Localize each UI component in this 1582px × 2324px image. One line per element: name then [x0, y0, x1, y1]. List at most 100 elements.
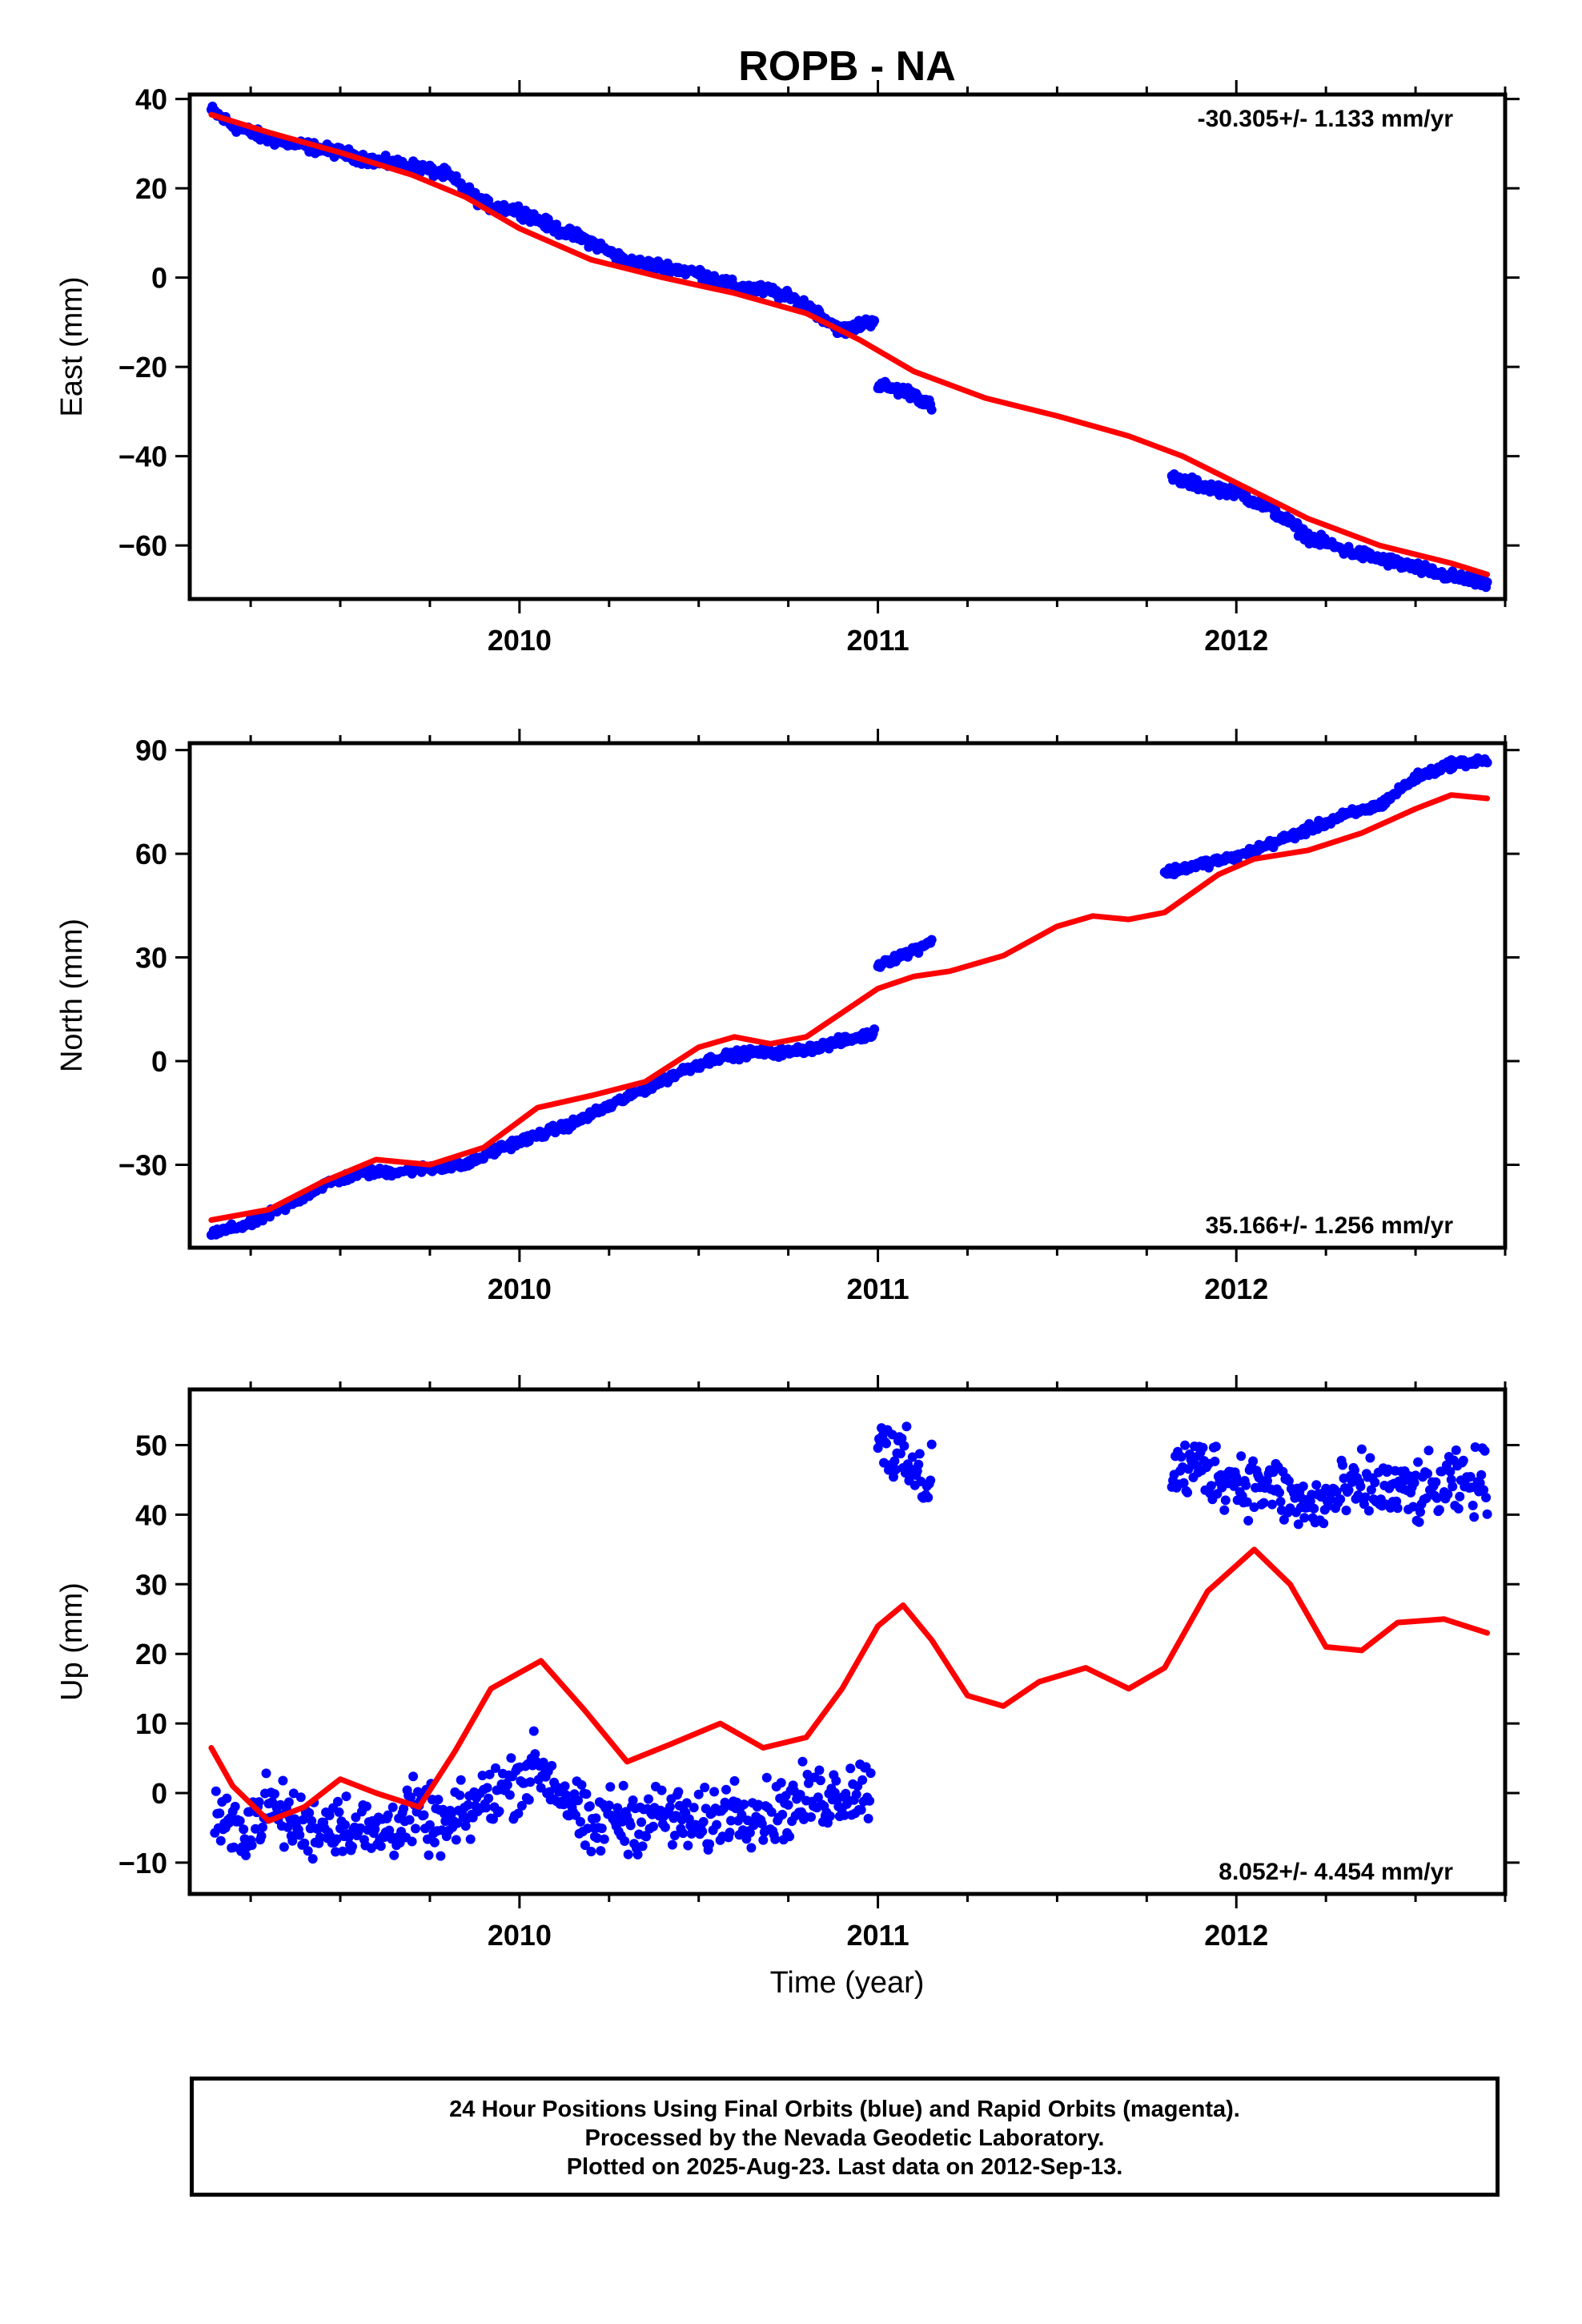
data-point — [766, 1807, 777, 1817]
data-point — [698, 1816, 709, 1827]
y-tick-label: −40 — [118, 440, 167, 473]
data-point — [726, 1815, 736, 1826]
data-point — [1480, 1445, 1490, 1456]
data-point — [683, 1840, 693, 1851]
data-point — [436, 1851, 446, 1861]
y-tick-label: −60 — [118, 529, 167, 562]
y-tick-label: 30 — [135, 942, 167, 975]
data-point — [343, 1832, 354, 1843]
data-point — [1343, 1485, 1354, 1495]
data-point — [261, 1768, 271, 1779]
data-point — [528, 1726, 539, 1736]
data-point — [256, 1831, 267, 1841]
model-fit-line — [208, 111, 1491, 577]
data-point — [576, 1779, 587, 1790]
data-point — [1482, 758, 1492, 768]
x-tick-label: 2012 — [1204, 1919, 1268, 1952]
data-point — [477, 1771, 488, 1781]
data-point — [1451, 1445, 1461, 1455]
data-point — [481, 1803, 492, 1813]
data-point — [1479, 1485, 1489, 1495]
data-point — [288, 1788, 299, 1799]
data-point — [407, 1836, 417, 1847]
data-point — [455, 1790, 465, 1800]
data-point — [241, 1850, 251, 1860]
data-point — [1182, 1487, 1193, 1498]
data-point — [347, 1841, 357, 1852]
data-point — [1409, 1478, 1419, 1488]
data-point — [331, 1847, 341, 1857]
data-point — [689, 1803, 699, 1813]
data-point — [516, 1800, 527, 1811]
data-point — [814, 1765, 825, 1775]
y-tick-label: −10 — [118, 1847, 167, 1880]
data-point — [287, 1835, 298, 1846]
data-point — [222, 1793, 232, 1803]
data-point — [923, 1493, 934, 1502]
data-point — [484, 1793, 494, 1803]
x-tick-label: 2012 — [1204, 624, 1268, 657]
y-tick-label: −30 — [118, 1148, 167, 1181]
data-point — [1338, 1460, 1347, 1470]
data-point — [678, 1828, 689, 1839]
y-axis-label: North (mm) — [55, 919, 89, 1072]
data-point — [1241, 1480, 1251, 1490]
data-point — [673, 1787, 684, 1797]
data-point — [270, 1789, 279, 1799]
data-point — [863, 1813, 873, 1823]
data-point — [278, 1775, 288, 1786]
data-point — [1415, 1507, 1425, 1517]
data-point — [669, 1831, 680, 1840]
data-point — [604, 1800, 614, 1811]
data-point — [1309, 1503, 1319, 1514]
data-point — [576, 1816, 585, 1827]
data-point — [465, 1834, 476, 1844]
data-point — [389, 1850, 400, 1860]
data-point — [451, 1835, 461, 1845]
data-point — [235, 1815, 245, 1826]
y-tick-label: 40 — [135, 83, 167, 116]
data-point — [429, 1837, 440, 1848]
data-point — [1481, 1493, 1492, 1502]
data-point — [419, 1810, 429, 1820]
data-point — [375, 1841, 386, 1852]
data-point — [825, 1811, 835, 1821]
data-point — [491, 1763, 500, 1773]
data-point — [1356, 1444, 1367, 1454]
data-point — [644, 1794, 653, 1804]
data-point — [1249, 1502, 1259, 1512]
data-point — [1458, 1455, 1468, 1466]
data-point — [612, 1803, 623, 1813]
x-tick-label: 2010 — [488, 1919, 552, 1952]
data-point — [456, 1775, 466, 1785]
data-point — [620, 1836, 630, 1846]
data-point — [1423, 1469, 1432, 1479]
data-point — [599, 1834, 609, 1844]
data-point — [1248, 1456, 1259, 1466]
data-point — [504, 1790, 515, 1800]
y-tick-label: 0 — [151, 1777, 167, 1810]
data-point — [636, 1817, 647, 1827]
data-point — [926, 1439, 937, 1449]
data-point — [865, 1795, 875, 1806]
data-point — [1360, 1492, 1371, 1502]
data-point — [338, 1846, 347, 1856]
data-point — [581, 1789, 592, 1799]
data-point — [334, 1807, 344, 1817]
y-tick-label: 60 — [135, 838, 167, 870]
plot-frame — [187, 741, 1508, 1250]
data-point — [424, 1850, 434, 1860]
data-point — [1275, 1487, 1284, 1498]
data-point — [889, 1472, 898, 1482]
data-point — [341, 1791, 351, 1802]
data-point — [665, 1802, 675, 1812]
data-point — [1331, 1486, 1342, 1497]
data-point — [295, 1792, 306, 1803]
data-point — [815, 1775, 825, 1786]
data-point — [712, 1819, 722, 1830]
data-point — [901, 1421, 912, 1432]
data-point — [899, 1441, 909, 1451]
data-point — [725, 1827, 735, 1838]
data-point — [584, 1801, 595, 1811]
